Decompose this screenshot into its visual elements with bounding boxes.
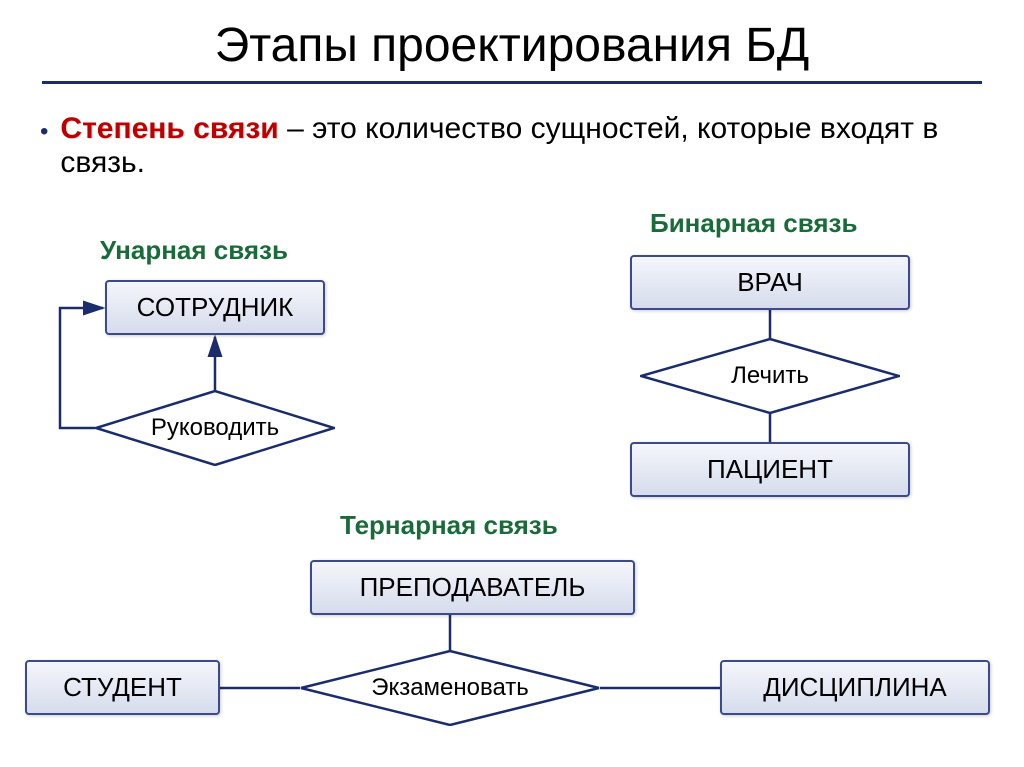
bullet-icon: • [40,118,48,146]
ternary-entity-right: ДИСЦИПЛИНА [720,660,990,715]
binary-entity-1: ВРАЧ [630,255,910,310]
ternary-entity-top: ПРЕПОДАВАТЕЛЬ [310,560,635,615]
binary-diamond: Лечить [640,338,900,414]
definition-row: • Степень связи – это количество сущност… [0,84,1024,180]
unary-diamond: Руководить [95,390,335,466]
binary-entity-2: ПАЦИЕНТ [630,442,910,497]
definition-term: Степень связи [60,112,278,145]
binary-subtitle: Бинарная связь [650,208,857,239]
ternary-subtitle: Тернарная связь [340,510,558,541]
unary-relation-label: Руководить [95,414,335,442]
page-title: Этапы проектирования БД [0,0,1024,81]
binary-relation-label: Лечить [640,362,900,390]
unary-entity: СОТРУДНИК [105,280,325,335]
unary-subtitle: Унарная связь [100,235,288,266]
ternary-relation-label: Экзаменовать [300,674,600,702]
ternary-entity-left: СТУДЕНТ [25,660,220,715]
ternary-diamond: Экзаменовать [300,650,600,726]
